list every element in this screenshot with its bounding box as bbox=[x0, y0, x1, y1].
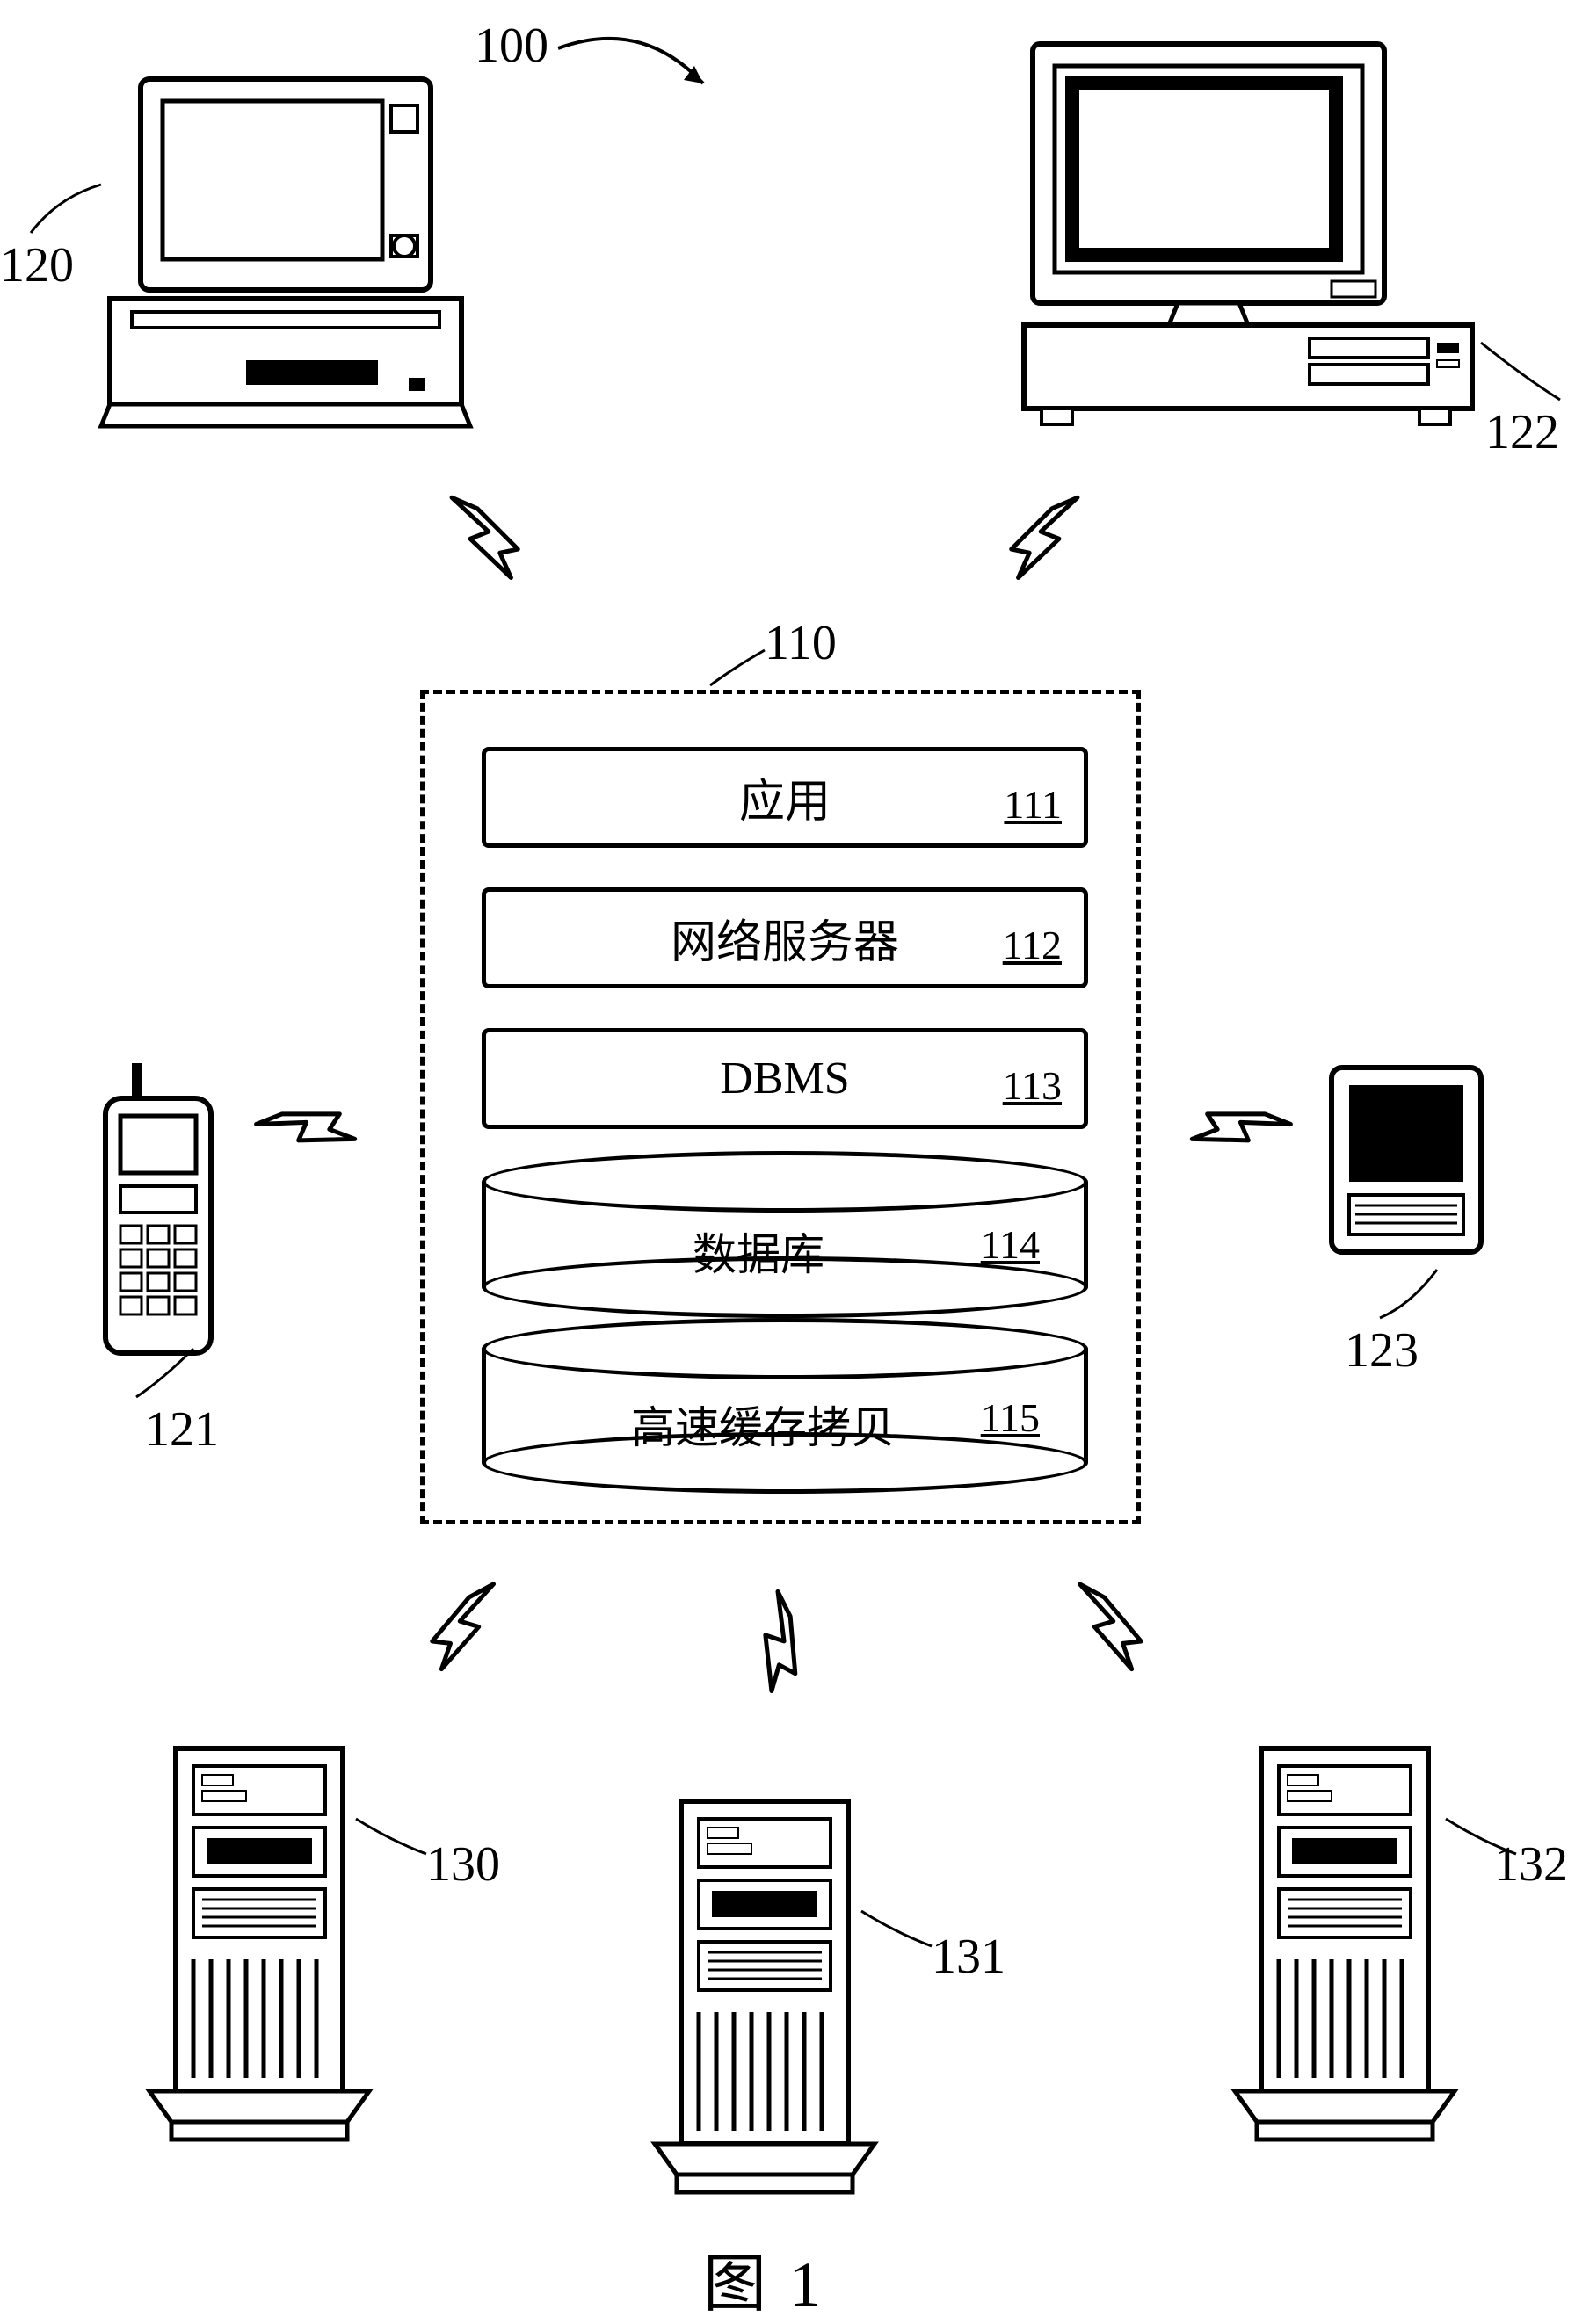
cyl-ref-114: 114 bbox=[981, 1221, 1040, 1268]
stack-box-app: 应用 111 bbox=[482, 747, 1088, 848]
figure-page: 100 120 bbox=[0, 0, 1575, 2305]
stack-box-webserver: 网络服务器 112 bbox=[482, 887, 1088, 988]
lead-110 bbox=[703, 641, 773, 694]
lead-123 bbox=[1371, 1265, 1450, 1327]
lead-120 bbox=[22, 176, 110, 246]
ref-110: 110 bbox=[765, 615, 837, 671]
stack-label-dbms: DBMS bbox=[720, 1053, 849, 1104]
stack-ref-112: 112 bbox=[1003, 922, 1062, 968]
ref-120: 120 bbox=[0, 237, 74, 293]
cylinder-database: 数据库 114 bbox=[482, 1151, 1088, 1318]
figure-caption: 图 1 bbox=[703, 2232, 824, 2324]
ref-130: 130 bbox=[426, 1836, 500, 1893]
ref-131: 131 bbox=[932, 1929, 1005, 1985]
bolt-pda bbox=[1167, 1061, 1303, 1198]
cylinder-cache: 高速缓存拷贝 115 bbox=[482, 1318, 1088, 1494]
lead-130 bbox=[352, 1810, 431, 1863]
ref-132: 132 bbox=[1494, 1836, 1568, 1893]
tower-3-icon bbox=[1230, 1740, 1459, 2153]
stack-box-dbms: DBMS 113 bbox=[482, 1028, 1088, 1129]
ref-121: 121 bbox=[145, 1401, 219, 1458]
cyl-label-db: 数据库 bbox=[693, 1220, 824, 1283]
tower-1-icon bbox=[145, 1740, 374, 2153]
desktop-icon bbox=[1002, 35, 1494, 439]
bolt-desktop bbox=[989, 488, 1093, 592]
cyl-label-cache: 高速缓存拷贝 bbox=[631, 1393, 895, 1456]
ref-122: 122 bbox=[1485, 404, 1559, 460]
bolt-tower1 bbox=[405, 1574, 517, 1685]
lead-131 bbox=[857, 1902, 936, 1955]
phone-icon bbox=[83, 1054, 233, 1371]
bolt-tower3 bbox=[1056, 1574, 1167, 1685]
lead-121 bbox=[127, 1344, 207, 1406]
arc-100 bbox=[545, 26, 738, 132]
bolt-phone bbox=[244, 1061, 381, 1198]
stack-ref-111: 111 bbox=[1004, 781, 1062, 828]
lead-122 bbox=[1477, 334, 1573, 413]
ref-123: 123 bbox=[1345, 1322, 1419, 1379]
bolt-tower2 bbox=[709, 1579, 846, 1716]
laptop-icon bbox=[92, 70, 479, 439]
cyl-ref-115: 115 bbox=[981, 1394, 1040, 1441]
ref-100: 100 bbox=[475, 18, 548, 74]
stack-ref-113: 113 bbox=[1003, 1062, 1062, 1109]
stack-label-app: 应用 bbox=[739, 764, 831, 830]
bolt-laptop bbox=[435, 488, 540, 592]
system-box: 应用 111 网络服务器 112 DBMS 113 数据库 114 高速缓存拷贝… bbox=[420, 690, 1141, 1524]
tower-2-icon bbox=[650, 1792, 879, 2205]
pda-icon bbox=[1318, 1054, 1494, 1274]
stack-label-webserver: 网络服务器 bbox=[671, 905, 899, 971]
